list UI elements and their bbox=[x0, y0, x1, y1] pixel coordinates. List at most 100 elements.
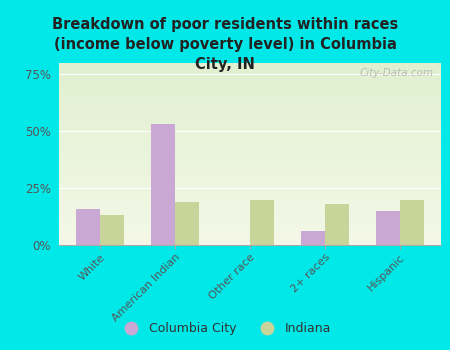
Bar bbox=[58, 143, 441, 145]
Bar bbox=[58, 236, 441, 238]
Bar bbox=[58, 96, 441, 98]
Bar bbox=[58, 158, 441, 160]
Bar bbox=[58, 223, 441, 225]
Bar bbox=[58, 163, 441, 165]
Bar bbox=[58, 216, 441, 218]
Bar bbox=[58, 105, 441, 107]
Bar bbox=[58, 243, 441, 245]
Bar bbox=[58, 136, 441, 138]
Bar bbox=[58, 165, 441, 167]
Bar bbox=[58, 190, 441, 192]
Bar bbox=[58, 178, 441, 180]
Bar bbox=[58, 174, 441, 176]
Bar bbox=[58, 116, 441, 118]
Bar bbox=[58, 118, 441, 119]
Bar bbox=[58, 156, 441, 158]
Bar bbox=[58, 94, 441, 96]
Text: City-Data.com: City-Data.com bbox=[359, 69, 433, 78]
Bar bbox=[58, 212, 441, 214]
Bar bbox=[58, 92, 441, 94]
Bar bbox=[58, 108, 441, 110]
Bar bbox=[58, 119, 441, 121]
Bar bbox=[58, 218, 441, 219]
Bar bbox=[58, 167, 441, 169]
Bar bbox=[58, 69, 441, 70]
Bar bbox=[58, 89, 441, 90]
Bar bbox=[58, 98, 441, 99]
Bar bbox=[58, 219, 441, 221]
Bar bbox=[58, 147, 441, 148]
Bar bbox=[58, 230, 441, 232]
Bar bbox=[58, 127, 441, 128]
Bar bbox=[58, 176, 441, 178]
Bar bbox=[58, 99, 441, 101]
Bar bbox=[76, 209, 100, 245]
Bar bbox=[58, 110, 441, 112]
Bar bbox=[301, 231, 325, 245]
Bar bbox=[58, 207, 441, 209]
Bar bbox=[58, 72, 441, 74]
Bar bbox=[400, 199, 423, 245]
Bar bbox=[58, 234, 441, 236]
Bar bbox=[58, 194, 441, 196]
Bar bbox=[58, 79, 441, 81]
Bar bbox=[58, 227, 441, 229]
Bar bbox=[151, 125, 175, 245]
Bar bbox=[58, 139, 441, 141]
Bar bbox=[250, 199, 274, 245]
Bar bbox=[58, 145, 441, 147]
Bar bbox=[58, 181, 441, 183]
Bar bbox=[58, 128, 441, 130]
Bar bbox=[58, 101, 441, 103]
Bar bbox=[58, 209, 441, 210]
Bar bbox=[58, 121, 441, 123]
Bar bbox=[58, 239, 441, 241]
Bar bbox=[58, 180, 441, 181]
Bar bbox=[58, 63, 441, 65]
Bar bbox=[58, 123, 441, 125]
Bar bbox=[58, 170, 441, 172]
Text: Breakdown of poor residents within races
(income below poverty level) in Columbi: Breakdown of poor residents within races… bbox=[52, 18, 398, 72]
Bar bbox=[58, 187, 441, 189]
Bar bbox=[58, 203, 441, 205]
Legend: Columbia City, Indiana: Columbia City, Indiana bbox=[114, 317, 336, 340]
Bar bbox=[58, 85, 441, 87]
Bar bbox=[175, 202, 199, 245]
Bar bbox=[58, 229, 441, 230]
Bar bbox=[58, 225, 441, 227]
Bar bbox=[58, 160, 441, 161]
Bar bbox=[58, 189, 441, 190]
Bar bbox=[58, 66, 441, 69]
Bar bbox=[58, 130, 441, 132]
Bar bbox=[58, 198, 441, 199]
Bar bbox=[58, 81, 441, 83]
Bar bbox=[58, 132, 441, 134]
Bar bbox=[58, 201, 441, 203]
Bar bbox=[58, 185, 441, 187]
Bar bbox=[58, 205, 441, 207]
Bar bbox=[58, 183, 441, 185]
Bar bbox=[58, 148, 441, 150]
Bar bbox=[58, 232, 441, 234]
Bar bbox=[58, 138, 441, 139]
Bar bbox=[58, 196, 441, 198]
Bar bbox=[58, 90, 441, 92]
Bar bbox=[100, 216, 124, 245]
Bar bbox=[58, 70, 441, 72]
Bar bbox=[58, 238, 441, 239]
Bar bbox=[58, 210, 441, 212]
Bar bbox=[58, 78, 441, 79]
Bar bbox=[58, 150, 441, 152]
Bar bbox=[58, 161, 441, 163]
Bar bbox=[58, 83, 441, 85]
Bar bbox=[58, 221, 441, 223]
Bar bbox=[58, 141, 441, 143]
Bar bbox=[58, 199, 441, 201]
Bar bbox=[58, 65, 441, 66]
Bar bbox=[58, 134, 441, 136]
Bar bbox=[58, 125, 441, 127]
Bar bbox=[58, 214, 441, 216]
Bar bbox=[58, 74, 441, 76]
Bar bbox=[58, 172, 441, 174]
Bar bbox=[58, 154, 441, 156]
